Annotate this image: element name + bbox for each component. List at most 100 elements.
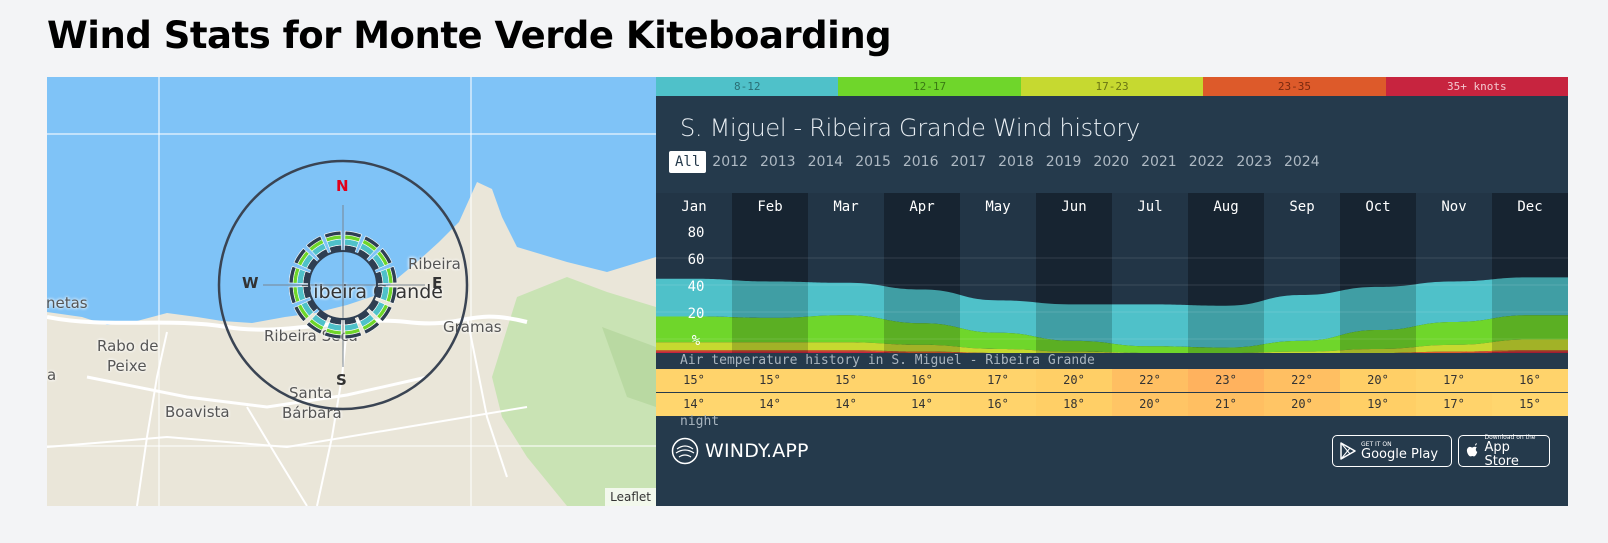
temp-caption: Air temperature history in S. Miguel - R… — [680, 353, 1095, 368]
google-play-icon — [1340, 442, 1356, 460]
wind-rose-segment — [379, 305, 393, 323]
day-temp-row: 15° 15° 15° 16° 17° 20° 22° 23° 22° 20° 17° 16° — [656, 369, 1568, 392]
legend-35-plus: 35+ knots — [1385, 77, 1568, 96]
wind-rose-segment — [323, 331, 342, 340]
windy-brand[interactable]: WINDY.APP — [671, 437, 809, 465]
windy-logo-icon — [671, 437, 699, 465]
year-2021[interactable]: 2021 — [1141, 154, 1177, 170]
year-selector: All 2012 2013 2014 2015 2016 2017 2018 2… — [669, 151, 1326, 173]
brand-text: WINDY.APP — [705, 440, 809, 462]
night-temp-cell: 20° — [1112, 393, 1188, 416]
compass-e: E — [432, 274, 443, 292]
wind-rose — [217, 159, 469, 411]
night-temp-cell: 15° — [1492, 393, 1568, 416]
night-temp-row: 14° 14° 14° 14° 16° 18° 20° 21° 20° 19° 17° 15° — [656, 393, 1568, 416]
map-label-boavista: Boavista — [165, 403, 230, 421]
series-area-12-17 — [656, 315, 1568, 353]
wind-rose-segment — [389, 286, 398, 305]
wind-rose-segment — [344, 331, 363, 340]
day-temp-cell: 22° — [1112, 369, 1188, 392]
widget-title: S. Miguel - Ribeira Grande Wind history — [680, 114, 1140, 142]
day-temp-cell: 23° — [1188, 369, 1264, 392]
series-area-17-23 — [656, 339, 1568, 353]
wind-rose-segment — [363, 235, 381, 249]
night-temp-cell: 21° — [1188, 393, 1264, 416]
y-tick-label: 80 — [688, 225, 705, 241]
app-store-big: App Store — [1484, 439, 1519, 469]
night-temp-cell: 14° — [732, 393, 808, 416]
month-column-shade — [884, 193, 960, 353]
year-2014[interactable]: 2014 — [807, 154, 844, 170]
day-temp-cell: 17° — [1416, 369, 1492, 392]
map-label-rabo-de-peixe-2: Peixe — [107, 357, 147, 375]
month-label: Dec — [1517, 199, 1542, 215]
wind-rose-segment — [305, 321, 323, 335]
year-2022[interactable]: 2022 — [1188, 154, 1225, 170]
leaflet-attribution-link[interactable]: Leaflet — [605, 488, 656, 506]
night-temp-cell: 14° — [656, 393, 732, 416]
compass-n: N — [336, 177, 349, 195]
year-2013[interactable]: 2013 — [759, 154, 796, 170]
day-temp-cell: 17° — [960, 369, 1036, 392]
month-column-shade — [1340, 193, 1416, 353]
year-2018[interactable]: 2018 — [998, 154, 1034, 170]
year-2015[interactable]: 2015 — [855, 154, 891, 170]
month-label: Oct — [1365, 199, 1390, 215]
map-label-santa-barbara-1: Santa — [289, 384, 333, 402]
series-area-8-12 — [656, 277, 1568, 348]
day-temp-cell: 15° — [808, 369, 884, 392]
wind-speed-legend: 8-12 12-17 17-23 23-35 35+ knots — [656, 77, 1568, 96]
map-label-ribeira-grande: Ribeira Grande — [300, 281, 443, 303]
y-tick-label: 40 — [688, 279, 705, 295]
year-2020[interactable]: 2020 — [1093, 154, 1130, 170]
month-column-shade — [1492, 193, 1568, 353]
compass-s: S — [336, 371, 347, 389]
month-label: Feb — [757, 199, 782, 215]
day-temp-cell: 15° — [732, 369, 808, 392]
month-label: Jun — [1061, 199, 1086, 215]
year-2016[interactable]: 2016 — [902, 154, 939, 170]
map[interactable]: Ribeira Grande Ribeira Ribeira Seca Rabo… — [47, 77, 656, 506]
year-2019[interactable]: 2019 — [1045, 154, 1082, 170]
wind-rose-segment — [305, 235, 323, 249]
wind-rose-segment — [293, 247, 307, 265]
legend-17-23: 17-23 — [1020, 77, 1204, 96]
legend-23-35: 23-35 — [1203, 77, 1386, 96]
year-2023[interactable]: 2023 — [1236, 154, 1272, 170]
year-all[interactable]: All — [669, 151, 707, 173]
month-column-shade — [1036, 193, 1112, 353]
y-tick-label: % — [692, 333, 701, 349]
year-2012[interactable]: 2012 — [712, 154, 748, 170]
night-temp-cell: 19° — [1340, 393, 1416, 416]
day-temp-cell: 16° — [884, 369, 960, 392]
year-2017[interactable]: 2017 — [950, 154, 987, 170]
y-tick-label: 60 — [688, 252, 705, 268]
night-temp-cell: 16° — [960, 393, 1036, 416]
month-label: Aug — [1213, 199, 1238, 215]
night-caption: night — [680, 414, 720, 429]
wind-rose-segment — [288, 265, 297, 284]
night-temp-cell: 20° — [1264, 393, 1340, 416]
wind-history-chart: Jan Feb Mar Apr May Jun Jul Aug Sep Oct Nov Dec 80 60… — [656, 193, 1568, 353]
map-label-ribeirinha: Ribeira — [408, 255, 461, 273]
page-title: Wind Stats for Monte Verde Kiteboarding — [47, 14, 892, 57]
month-label: Sep — [1289, 199, 1314, 215]
day-temp-cell: 15° — [656, 369, 732, 392]
month-label: Apr — [909, 199, 934, 215]
month-label: May — [985, 199, 1010, 215]
map-label-edge: a — [47, 366, 57, 384]
legend-8-12: 8-12 — [656, 77, 839, 96]
app-store-button[interactable]: Download on the App Store — [1458, 434, 1550, 469]
year-2024[interactable]: 2024 — [1283, 154, 1320, 170]
night-temp-cell: 14° — [808, 393, 884, 416]
day-temp-cell: 22° — [1264, 369, 1340, 392]
series-area-35-knots — [656, 351, 1568, 353]
wind-rose-segment — [344, 230, 363, 239]
google-play-button[interactable]: GET IT ON Google Play — [1332, 435, 1452, 467]
google-play-big: Google Play — [1361, 446, 1439, 462]
map-tiles — [47, 77, 656, 506]
day-temp-cell: 20° — [1340, 369, 1416, 392]
map-label-netas: netas — [47, 294, 88, 312]
wind-rose-segment — [363, 321, 381, 335]
month-label: Nov — [1441, 199, 1466, 215]
